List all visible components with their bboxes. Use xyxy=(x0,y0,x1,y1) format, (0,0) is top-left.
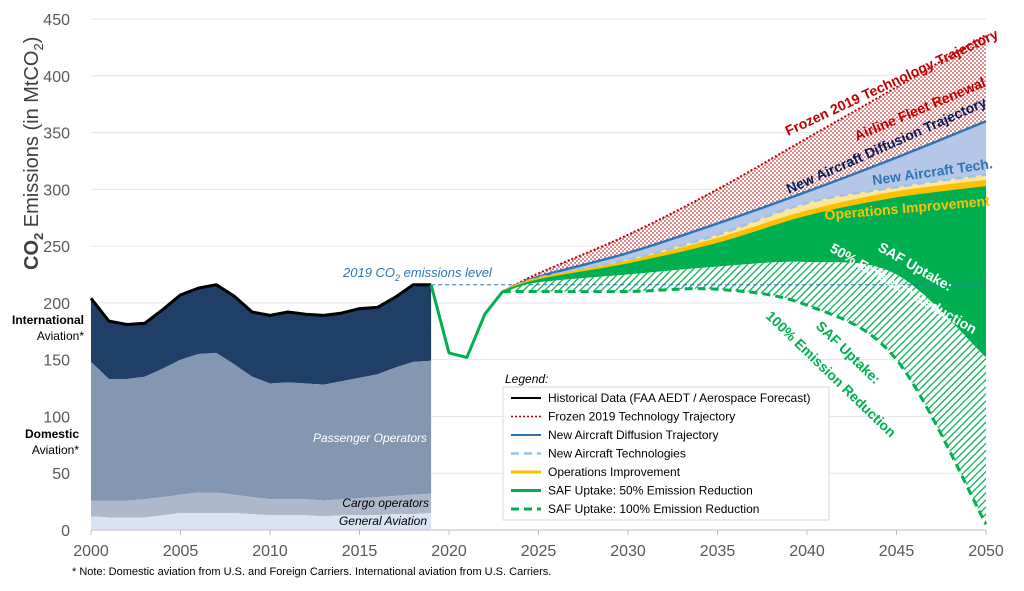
y-axis-label: CO2 Emissions (in MtCO2) xyxy=(21,37,46,270)
operations-line xyxy=(502,179,987,293)
chart-axes: 0 50 100 150 200 250 300 350 400 450 2000 2005 2010 2… xyxy=(43,12,1004,560)
x-tick-label: 2040 xyxy=(789,543,825,560)
saf50-line xyxy=(502,186,987,293)
label-passenger: Passenger Operators xyxy=(313,431,427,445)
legend-item-label: SAF Uptake: 50% Emission Reduction xyxy=(548,484,753,498)
footnote: * Note: Domestic aviation from U.S. and … xyxy=(72,566,552,578)
legend-item-label: New Aircraft Technologies xyxy=(548,447,686,461)
legend-item-label: Operations Improvement xyxy=(548,465,681,479)
y-tick-label: 400 xyxy=(43,69,70,86)
chart-lines xyxy=(89,34,988,526)
label-cargo: Cargo operators xyxy=(342,496,429,510)
x-tick-label: 2000 xyxy=(73,543,109,560)
saf100-line xyxy=(502,287,988,526)
legend-item-label: New Aircraft Diffusion Trajectory xyxy=(548,428,719,442)
area-saf100 xyxy=(502,261,986,525)
area-saf50 xyxy=(502,187,986,358)
label-international-2: Aviation* xyxy=(37,329,84,343)
y-tick-label: 150 xyxy=(43,353,70,370)
x-tick-label: 2005 xyxy=(163,543,199,560)
label-domestic-2: Aviation* xyxy=(32,443,79,457)
label-general: General Aviation xyxy=(339,514,427,528)
y-tick-label: 50 xyxy=(52,466,70,483)
x-tick-label: 2015 xyxy=(342,543,378,560)
y-tick-label: 0 xyxy=(61,523,70,540)
x-tick-label: 2010 xyxy=(252,543,288,560)
label-international: International xyxy=(12,313,84,327)
legend: Legend: Historical Data (FAA AEDT / Aero… xyxy=(502,372,830,521)
legend-item-label: Frozen 2019 Technology Trajectory xyxy=(548,410,735,424)
area-passenger xyxy=(91,352,432,501)
frozen-line xyxy=(502,34,987,293)
x-tick-label: 2045 xyxy=(879,543,915,560)
annotation-reference: 2019 CO2 emissions level xyxy=(342,265,493,283)
legend-item-label: SAF Uptake: 100% Emission Reduction xyxy=(548,502,759,516)
diffusion-line xyxy=(502,120,987,293)
x-tick-label: 2035 xyxy=(700,543,736,560)
covid-line xyxy=(429,284,504,359)
x-tick-label: 2020 xyxy=(431,543,467,560)
x-tick-label: 2025 xyxy=(521,543,557,560)
y-tick-label: 300 xyxy=(43,182,70,199)
y-tick-label: 250 xyxy=(43,239,70,256)
x-tick-label: 2030 xyxy=(610,543,646,560)
x-tick-label: 2050 xyxy=(968,543,1004,560)
legend-title: Legend: xyxy=(505,372,548,386)
y-tick-label: 350 xyxy=(43,126,70,143)
historical-line xyxy=(89,283,432,326)
chart-areas xyxy=(91,34,986,530)
legend-item-label: Historical Data (FAA AEDT / Aerospace Fo… xyxy=(548,391,811,405)
label-domestic: Domestic xyxy=(25,427,79,441)
y-tick-label: 200 xyxy=(43,296,70,313)
area-international xyxy=(91,284,432,385)
area-cargo xyxy=(91,492,432,518)
y-tick-label: 450 xyxy=(43,12,70,29)
y-tick-label: 100 xyxy=(43,409,70,426)
area-general-aviation xyxy=(91,513,432,530)
